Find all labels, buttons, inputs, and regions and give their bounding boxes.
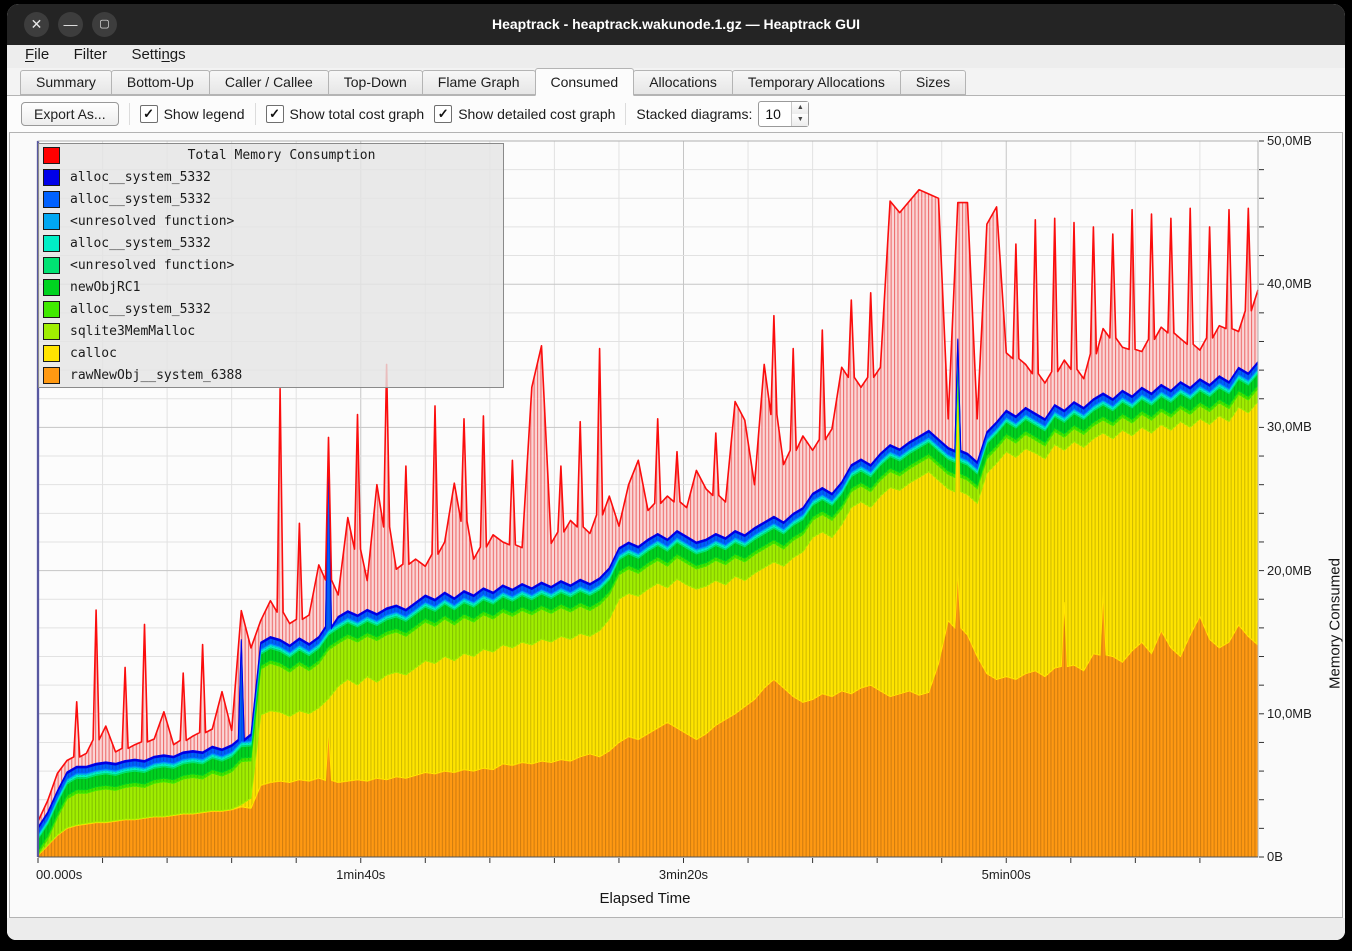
tab-sizes[interactable]: Sizes bbox=[899, 70, 967, 95]
checkbox-check-icon: ✓ bbox=[265, 105, 284, 123]
y-tick-label: 20,0MB bbox=[1267, 562, 1312, 578]
toolbar: Export As... ✓ Show legend ✓ Show total … bbox=[7, 96, 1345, 132]
toolbar-separator bbox=[625, 103, 627, 125]
legend-swatch bbox=[43, 168, 60, 186]
menu-settings[interactable]: Settings bbox=[131, 46, 186, 63]
legend-item: calloc bbox=[39, 343, 503, 365]
legend-swatch bbox=[43, 345, 60, 363]
show-detailed-cost-label: Show detailed cost graph bbox=[458, 106, 616, 122]
legend-label: alloc__system_5332 bbox=[70, 191, 211, 207]
x-tick-label: 3min20s bbox=[658, 867, 709, 882]
legend-swatch bbox=[43, 367, 60, 385]
toolbar-separator bbox=[254, 103, 256, 125]
title-bar[interactable]: ✕ — ▢ Heaptrack - heaptrack.wakunode.1.g… bbox=[7, 4, 1345, 45]
menu-filter[interactable]: Filter bbox=[73, 46, 107, 63]
legend-item: <unresolved function> bbox=[39, 210, 503, 232]
y-tick-label: 40,0MB bbox=[1267, 276, 1312, 292]
export-as-button[interactable]: Export As... bbox=[21, 102, 119, 126]
spin-up-icon[interactable]: ▲ bbox=[792, 102, 809, 114]
tab-top-down[interactable]: Top-Down bbox=[327, 70, 423, 95]
show-total-cost-checkbox[interactable]: ✓ Show total cost graph bbox=[265, 105, 425, 123]
y-axis-title: Memory Consumed bbox=[1326, 558, 1344, 689]
total-consumption-area bbox=[38, 189, 1258, 828]
tab-caller-callee[interactable]: Caller / Callee bbox=[208, 70, 329, 95]
show-legend-checkbox[interactable]: ✓ Show legend bbox=[139, 105, 245, 123]
show-detailed-cost-checkbox[interactable]: ✓ Show detailed cost graph bbox=[434, 105, 615, 123]
stacked-diagrams-value[interactable]: 10 bbox=[765, 106, 781, 122]
tab-allocations[interactable]: Allocations bbox=[633, 70, 733, 95]
show-total-cost-label: Show total cost graph bbox=[289, 106, 425, 122]
stacked-diagrams-label: Stacked diagrams: bbox=[636, 106, 753, 122]
tab-consumed[interactable]: Consumed bbox=[534, 68, 635, 96]
x-tick-label: 1min40s bbox=[336, 867, 386, 882]
tab-summary[interactable]: Summary bbox=[20, 70, 112, 95]
y-tick-label: 10,0MB bbox=[1267, 705, 1312, 721]
legend-swatch bbox=[43, 146, 60, 164]
toolbar-separator bbox=[128, 103, 130, 125]
legend-label: alloc__system_5332 bbox=[70, 235, 211, 251]
legend-swatch bbox=[43, 279, 60, 297]
checkbox-check-icon: ✓ bbox=[139, 105, 158, 123]
legend-label: Total Memory Consumption bbox=[187, 147, 376, 163]
tab-bar: Summary Bottom-Up Caller / Callee Top-Do… bbox=[7, 68, 1345, 96]
legend-item: alloc__system_5332 bbox=[39, 299, 503, 321]
legend-label: <unresolved function> bbox=[70, 213, 235, 229]
maximize-button[interactable]: ▢ bbox=[92, 12, 117, 37]
x-tick-label: 5min00s bbox=[981, 867, 1031, 882]
window-title: Heaptrack - heaptrack.wakunode.1.gz — He… bbox=[491, 16, 860, 32]
stacked-diagrams-spinbox[interactable]: 10 ▲ ▼ bbox=[758, 101, 810, 127]
legend-label: newObjRC1 bbox=[70, 280, 141, 296]
legend-swatch bbox=[43, 301, 60, 319]
legend-label: alloc__system_5332 bbox=[70, 302, 211, 318]
spin-down-icon[interactable]: ▼ bbox=[792, 114, 809, 126]
y-tick-label: 50,0MB bbox=[1267, 133, 1312, 148]
legend-swatch bbox=[43, 212, 60, 230]
legend-swatch bbox=[43, 257, 60, 275]
legend-swatch bbox=[43, 190, 60, 208]
app-window: ✕ — ▢ Heaptrack - heaptrack.wakunode.1.g… bbox=[7, 4, 1345, 940]
legend-title-row: Total Memory Consumption bbox=[39, 144, 503, 166]
legend-label: <unresolved function> bbox=[70, 258, 235, 274]
x-axis-title: Elapsed Time bbox=[599, 890, 691, 907]
show-legend-label: Show legend bbox=[163, 106, 245, 122]
legend-label: alloc__system_5332 bbox=[70, 169, 211, 185]
x-tick-label: 00.000s bbox=[36, 867, 83, 882]
window-bottom-strip bbox=[7, 918, 1345, 940]
legend-item: alloc__system_5332 bbox=[39, 188, 503, 210]
legend-item: <unresolved function> bbox=[39, 254, 503, 276]
menu-file[interactable]: File bbox=[25, 46, 50, 63]
legend-label: calloc bbox=[70, 346, 117, 362]
tab-temporary-allocations[interactable]: Temporary Allocations bbox=[731, 70, 901, 95]
legend-label: rawNewObj__system_6388 bbox=[70, 368, 243, 384]
legend-item: alloc__system_5332 bbox=[39, 166, 503, 188]
memory-chart-canvas[interactable] bbox=[10, 133, 1340, 915]
legend-item: sqlite3MemMalloc bbox=[39, 321, 503, 343]
tab-flame-graph[interactable]: Flame Graph bbox=[421, 70, 536, 95]
chart-legend: Total Memory Consumption alloc__system_53… bbox=[38, 143, 504, 388]
checkbox-check-icon: ✓ bbox=[434, 105, 453, 123]
legend-item: newObjRC1 bbox=[39, 277, 503, 299]
legend-swatch bbox=[43, 234, 60, 252]
y-tick-label: 30,0MB bbox=[1267, 419, 1312, 435]
menu-bar: File Filter Settings bbox=[7, 45, 1345, 69]
tab-bottom-up[interactable]: Bottom-Up bbox=[110, 70, 210, 95]
legend-item: rawNewObj__system_6388 bbox=[39, 365, 503, 387]
spin-buttons[interactable]: ▲ ▼ bbox=[791, 102, 809, 126]
y-tick-label: 0B bbox=[1267, 849, 1283, 864]
consumed-chart[interactable]: Total Memory Consumption alloc__system_53… bbox=[9, 132, 1344, 918]
legend-swatch bbox=[43, 323, 60, 341]
close-button[interactable]: ✕ bbox=[24, 12, 49, 37]
minimize-button[interactable]: — bbox=[58, 12, 83, 37]
legend-label: sqlite3MemMalloc bbox=[70, 324, 196, 340]
legend-item: alloc__system_5332 bbox=[39, 232, 503, 254]
total-consumption-line bbox=[37, 188, 1259, 822]
